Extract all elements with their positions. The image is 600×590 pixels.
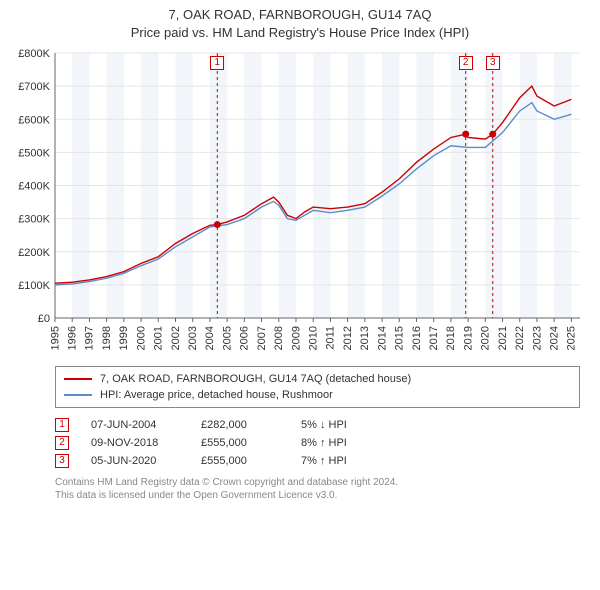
svg-text:£500K: £500K (18, 148, 50, 160)
svg-text:2020: 2020 (480, 326, 492, 350)
transaction-price: £555,000 (201, 437, 301, 449)
svg-text:£300K: £300K (18, 214, 50, 226)
attribution-line-1: Contains HM Land Registry data © Crown c… (55, 476, 580, 489)
svg-text:2021: 2021 (497, 326, 509, 350)
svg-text:£400K: £400K (18, 181, 50, 193)
svg-text:2004: 2004 (204, 326, 216, 350)
transactions-table: 1 07-JUN-2004£282,0005% ↓ HPI 2 09-NOV-2018… (55, 416, 580, 470)
svg-text:1997: 1997 (84, 326, 96, 350)
svg-text:2008: 2008 (273, 326, 285, 350)
legend-label: HPI: Average price, detached house, Rush… (100, 389, 333, 401)
svg-text:2011: 2011 (325, 326, 337, 350)
chart-marker-2: 2 (459, 56, 473, 70)
svg-text:2022: 2022 (514, 326, 526, 350)
transaction-delta: 5% ↓ HPI (301, 419, 401, 431)
legend-label: 7, OAK ROAD, FARNBOROUGH, GU14 7AQ (deta… (100, 373, 411, 385)
svg-text:2014: 2014 (376, 326, 388, 350)
transaction-date: 09-NOV-2018 (91, 437, 201, 449)
legend-swatch (64, 378, 92, 380)
legend-swatch (64, 394, 92, 396)
transaction-price: £555,000 (201, 455, 301, 467)
svg-text:2025: 2025 (566, 326, 578, 350)
svg-text:2023: 2023 (531, 326, 543, 350)
attribution: Contains HM Land Registry data © Crown c… (55, 476, 580, 502)
transaction-date: 07-JUN-2004 (91, 419, 201, 431)
svg-text:2016: 2016 (411, 326, 423, 350)
transaction-badge: 3 (55, 454, 69, 468)
svg-text:2002: 2002 (170, 326, 182, 350)
transaction-delta: 7% ↑ HPI (301, 455, 401, 467)
svg-text:£800K: £800K (18, 48, 50, 60)
legend: 7, OAK ROAD, FARNBOROUGH, GU14 7AQ (deta… (55, 366, 580, 408)
svg-text:£0: £0 (38, 313, 50, 325)
svg-text:2018: 2018 (445, 326, 457, 350)
transaction-badge: 2 (55, 436, 69, 450)
title-line-2: Price paid vs. HM Land Registry's House … (0, 24, 600, 42)
transaction-date: 05-JUN-2020 (91, 455, 201, 467)
svg-text:2013: 2013 (359, 326, 371, 350)
chart-area: £0 £100K £200K £300K £400K £500K £600K £700K £80… (10, 48, 590, 358)
svg-text:2024: 2024 (548, 326, 560, 350)
transaction-row-2: 2 09-NOV-2018£555,0008% ↑ HPI (55, 434, 580, 452)
svg-text:£700K: £700K (18, 82, 50, 94)
transaction-row-1: 1 07-JUN-2004£282,0005% ↓ HPI (55, 416, 580, 434)
transaction-delta: 8% ↑ HPI (301, 437, 401, 449)
svg-text:2017: 2017 (428, 326, 440, 350)
chart-marker-3: 3 (486, 56, 500, 70)
transaction-row-3: 3 05-JUN-2020£555,0007% ↑ HPI (55, 452, 580, 470)
svg-text:1999: 1999 (118, 326, 130, 350)
legend-item-1: HPI: Average price, detached house, Rush… (64, 387, 571, 403)
chart-marker-1: 1 (210, 56, 224, 70)
svg-text:2019: 2019 (462, 326, 474, 350)
svg-text:2012: 2012 (342, 326, 354, 350)
svg-text:2003: 2003 (187, 326, 199, 350)
svg-text:2007: 2007 (256, 326, 268, 350)
svg-text:2015: 2015 (394, 326, 406, 350)
svg-text:1998: 1998 (101, 326, 113, 350)
attribution-line-2: This data is licensed under the Open Gov… (55, 489, 580, 502)
chart-svg: £0 £100K £200K £300K £400K £500K £600K £700K £80… (10, 48, 590, 358)
svg-text:2005: 2005 (221, 326, 233, 350)
svg-text:£200K: £200K (18, 247, 50, 259)
svg-text:£600K: £600K (18, 115, 50, 127)
chart-title-block: 7, OAK ROAD, FARNBOROUGH, GU14 7AQ Price… (0, 0, 600, 42)
title-line-1: 7, OAK ROAD, FARNBOROUGH, GU14 7AQ (0, 6, 600, 24)
svg-text:2006: 2006 (239, 326, 251, 350)
svg-text:2001: 2001 (153, 326, 165, 350)
svg-text:2009: 2009 (290, 326, 302, 350)
svg-text:£100K: £100K (18, 280, 50, 292)
svg-text:2000: 2000 (135, 326, 147, 350)
transaction-price: £282,000 (201, 419, 301, 431)
svg-text:1996: 1996 (67, 326, 79, 350)
svg-text:1995: 1995 (49, 326, 61, 350)
legend-item-0: 7, OAK ROAD, FARNBOROUGH, GU14 7AQ (deta… (64, 371, 571, 387)
transaction-badge: 1 (55, 418, 69, 432)
svg-text:2010: 2010 (307, 326, 319, 350)
